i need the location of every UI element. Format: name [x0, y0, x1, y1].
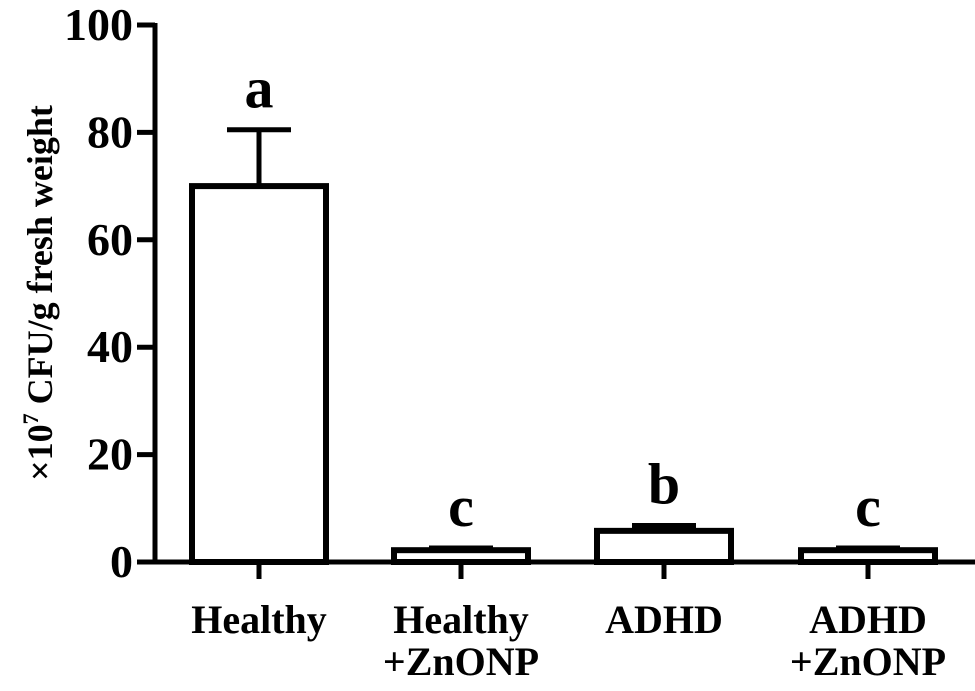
y-axis-title-suffix: CFU/g fresh weight [20, 105, 60, 413]
category-label: Healthy +ZnONP [383, 597, 539, 684]
category-label: Healthy [191, 597, 327, 642]
bar [798, 547, 938, 565]
y-tick-label: 40 [87, 321, 133, 372]
category-label: ADHD +ZnONP [790, 597, 946, 684]
significance-label: b [648, 451, 680, 516]
y-axis-title-prefix: ×10 [20, 424, 60, 481]
y-tick-label: 60 [87, 214, 133, 265]
labels: a Healthy c Healthy +ZnONP b ADHD c ADHD +ZnONP [191, 56, 946, 684]
significance-label: a [245, 56, 274, 121]
y-axis-title-superscript: 7 [18, 413, 43, 424]
bar [391, 547, 531, 565]
significance-label: c [448, 474, 474, 539]
bars [189, 127, 938, 566]
bar [594, 527, 734, 566]
y-axis: 0 20 40 60 80 100 [64, 0, 158, 587]
bar [189, 183, 329, 565]
significance-label: c [855, 474, 881, 539]
category-label: ADHD [605, 597, 723, 642]
y-tick-label: 0 [110, 536, 133, 587]
y-tick-label: 100 [64, 0, 133, 50]
y-tick-label: 80 [87, 106, 133, 157]
y-axis-title: ×107 CFU/g fresh weight [18, 105, 60, 481]
y-tick-label: 20 [87, 429, 133, 480]
